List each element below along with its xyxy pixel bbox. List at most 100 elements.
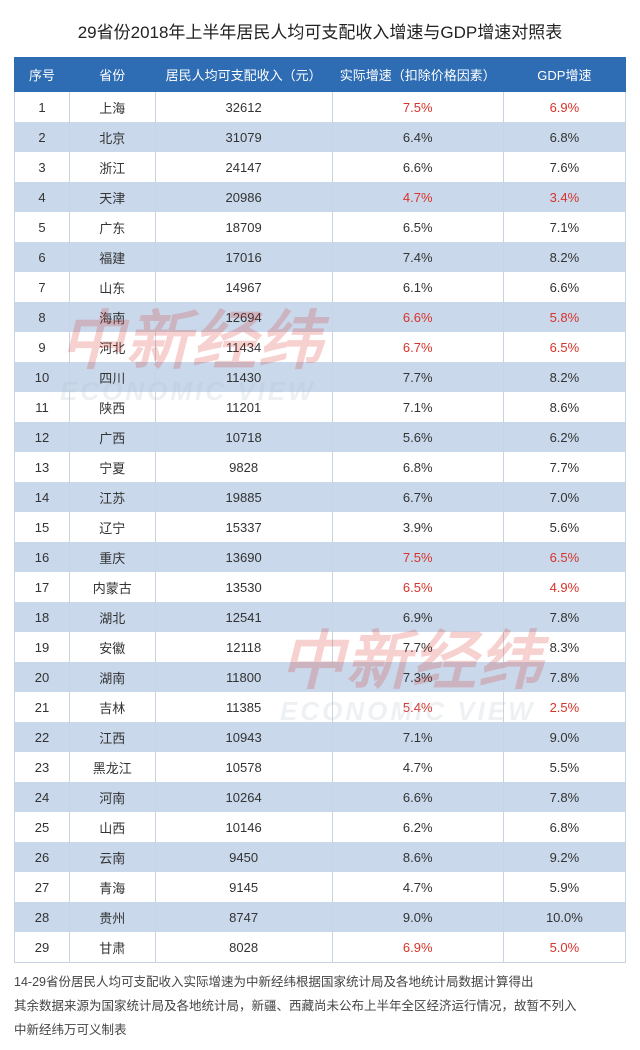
td-gdp: 7.7% [503, 452, 625, 482]
td-income: 10943 [155, 722, 332, 752]
td-gdp: 10.0% [503, 902, 625, 932]
td-gdp: 7.8% [503, 602, 625, 632]
td-province: 北京 [69, 122, 155, 152]
td-gdp: 8.3% [503, 632, 625, 662]
td-idx: 9 [15, 332, 70, 362]
table-row: 11陕西112017.1%8.6% [15, 392, 626, 422]
table-row: 8海南126946.6%5.8% [15, 302, 626, 332]
table-row: 13宁夏98286.8%7.7% [15, 452, 626, 482]
td-gdp: 6.9% [503, 92, 625, 123]
td-gdp: 6.8% [503, 122, 625, 152]
td-real: 6.1% [332, 272, 503, 302]
td-idx: 15 [15, 512, 70, 542]
th-real: 实际增速（扣除价格因素） [332, 58, 503, 92]
td-province: 内蒙古 [69, 572, 155, 602]
td-income: 24147 [155, 152, 332, 182]
page-container: 29省份2018年上半年居民人均可支配收入增速与GDP增速对照表 中新经纬 EC… [0, 0, 640, 1050]
td-real: 7.7% [332, 632, 503, 662]
td-idx: 26 [15, 842, 70, 872]
td-income: 31079 [155, 122, 332, 152]
table-row: 2北京310796.4%6.8% [15, 122, 626, 152]
td-province: 重庆 [69, 542, 155, 572]
footnote-line: 中新经纬万可义制表 [14, 1019, 626, 1043]
td-income: 10718 [155, 422, 332, 452]
td-province: 贵州 [69, 902, 155, 932]
td-income: 8747 [155, 902, 332, 932]
td-income: 9828 [155, 452, 332, 482]
th-income: 居民人均可支配收入（元） [155, 58, 332, 92]
table-row: 28贵州87479.0%10.0% [15, 902, 626, 932]
td-real: 6.8% [332, 452, 503, 482]
td-gdp: 6.5% [503, 332, 625, 362]
td-gdp: 8.2% [503, 362, 625, 392]
table-row: 9河北114346.7%6.5% [15, 332, 626, 362]
td-province: 甘肃 [69, 932, 155, 963]
td-real: 5.4% [332, 692, 503, 722]
td-province: 海南 [69, 302, 155, 332]
td-real: 6.6% [332, 782, 503, 812]
table-row: 4天津209864.7%3.4% [15, 182, 626, 212]
td-income: 10264 [155, 782, 332, 812]
table-row: 5广东187096.5%7.1% [15, 212, 626, 242]
td-real: 7.1% [332, 722, 503, 752]
td-gdp: 5.0% [503, 932, 625, 963]
td-gdp: 7.0% [503, 482, 625, 512]
td-gdp: 4.9% [503, 572, 625, 602]
td-income: 32612 [155, 92, 332, 123]
td-province: 四川 [69, 362, 155, 392]
td-real: 8.6% [332, 842, 503, 872]
td-real: 6.2% [332, 812, 503, 842]
td-province: 江西 [69, 722, 155, 752]
table-row: 20湖南118007.3%7.8% [15, 662, 626, 692]
td-gdp: 6.2% [503, 422, 625, 452]
td-idx: 14 [15, 482, 70, 512]
table-row: 16重庆136907.5%6.5% [15, 542, 626, 572]
td-province: 安徽 [69, 632, 155, 662]
td-idx: 10 [15, 362, 70, 392]
td-province: 云南 [69, 842, 155, 872]
td-province: 陕西 [69, 392, 155, 422]
td-income: 19885 [155, 482, 332, 512]
table-body: 1上海326127.5%6.9%2北京310796.4%6.8%3浙江24147… [15, 92, 626, 963]
td-income: 8028 [155, 932, 332, 963]
td-real: 6.7% [332, 332, 503, 362]
td-gdp: 5.6% [503, 512, 625, 542]
td-gdp: 5.9% [503, 872, 625, 902]
td-income: 10146 [155, 812, 332, 842]
td-idx: 19 [15, 632, 70, 662]
td-province: 广东 [69, 212, 155, 242]
table-row: 29甘肃80286.9%5.0% [15, 932, 626, 963]
td-province: 福建 [69, 242, 155, 272]
td-real: 9.0% [332, 902, 503, 932]
td-province: 湖北 [69, 602, 155, 632]
table-row: 19安徽121187.7%8.3% [15, 632, 626, 662]
td-income: 12118 [155, 632, 332, 662]
td-real: 7.5% [332, 92, 503, 123]
table-row: 17内蒙古135306.5%4.9% [15, 572, 626, 602]
td-province: 河南 [69, 782, 155, 812]
table-row: 6福建170167.4%8.2% [15, 242, 626, 272]
td-province: 黑龙江 [69, 752, 155, 782]
footnote-line: 14-29省份居民人均可支配收入实际增速为中新经纬根据国家统计局及各地统计局数据… [14, 971, 626, 995]
td-idx: 3 [15, 152, 70, 182]
td-income: 11434 [155, 332, 332, 362]
td-gdp: 5.5% [503, 752, 625, 782]
td-real: 6.7% [332, 482, 503, 512]
table-row: 18湖北125416.9%7.8% [15, 602, 626, 632]
td-idx: 18 [15, 602, 70, 632]
td-income: 11201 [155, 392, 332, 422]
th-province: 省份 [69, 58, 155, 92]
table-row: 12广西107185.6%6.2% [15, 422, 626, 452]
td-income: 12541 [155, 602, 332, 632]
td-idx: 28 [15, 902, 70, 932]
td-province: 宁夏 [69, 452, 155, 482]
td-income: 10578 [155, 752, 332, 782]
td-province: 辽宁 [69, 512, 155, 542]
td-idx: 16 [15, 542, 70, 572]
td-real: 5.6% [332, 422, 503, 452]
page-title: 29省份2018年上半年居民人均可支配收入增速与GDP增速对照表 [14, 12, 626, 57]
td-real: 4.7% [332, 752, 503, 782]
td-income: 15337 [155, 512, 332, 542]
td-income: 11430 [155, 362, 332, 392]
td-idx: 21 [15, 692, 70, 722]
